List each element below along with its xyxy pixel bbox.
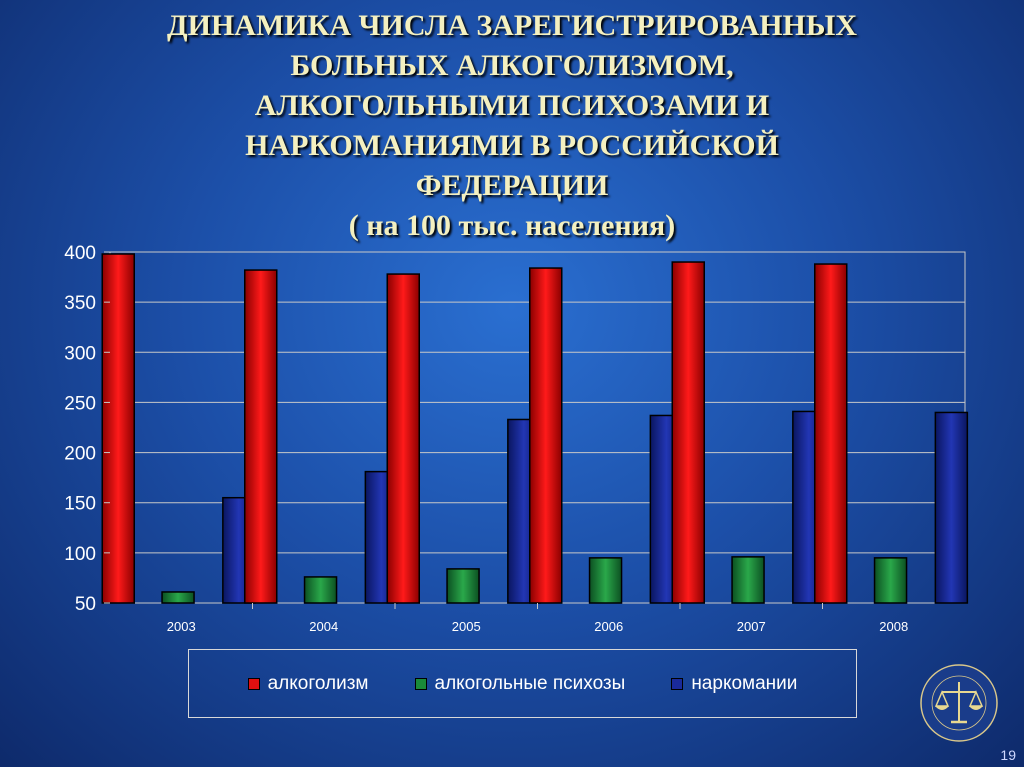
y-tick-label: 300: [64, 343, 96, 364]
x-tick-label: 2006: [594, 619, 623, 634]
x-tick-label: 2005: [452, 619, 481, 634]
legend-item-alcoholism: алкоголизм: [247, 672, 369, 695]
title-line-4: НАРКОМАНИЯМИ В РОССИЙСКОЙ: [245, 129, 779, 162]
y-tick-label: 250: [64, 393, 96, 414]
x-tick-label: 2003: [167, 619, 196, 634]
bar-psychoses-2008: [873, 557, 908, 604]
legend-swatch-drug-addiction: [671, 677, 684, 690]
legend-label-psychoses: алкогольные психозы: [434, 672, 626, 694]
title-line-3: АЛКОГОЛЬНЫМИ ПСИХОЗАМИ И: [254, 89, 770, 122]
bars: [101, 253, 969, 604]
legend-label-alcoholism: алкоголизм: [267, 672, 369, 694]
bar-alcoholism-2006: [529, 267, 563, 604]
x-tick-label: 2004: [309, 619, 338, 634]
bar-alcoholism-2003: [101, 253, 135, 604]
bar-alcoholism-2008: [814, 263, 848, 604]
title-line-2: БОЛЬНЫХ АЛКОГОЛИЗМОМ,: [290, 49, 734, 82]
y-tick-label: 150: [64, 494, 96, 515]
title-line-5: ФЕДЕРАЦИИ: [415, 169, 609, 202]
y-tick-label: 200: [64, 444, 96, 465]
bar-psychoses-2006: [588, 557, 623, 604]
legend-label-drug-addiction: наркомании: [691, 672, 798, 694]
y-tick-label: 400: [64, 243, 96, 264]
y-tick-label: 50: [75, 594, 96, 615]
bar-drug-addiction-2008: [934, 411, 969, 604]
legend-item-psychoses: алкогольные психозы: [414, 672, 626, 695]
y-tick-label: 100: [64, 544, 96, 565]
title-line-1: ДИНАМИКА ЧИСЛА ЗАРЕГИСТРИРОВАННЫХ: [167, 9, 857, 42]
bar-alcoholism-2007: [671, 261, 705, 604]
x-tick-label: 2007: [737, 619, 766, 634]
bar-psychoses-2003: [161, 591, 195, 604]
legend-swatch-psychoses: [414, 677, 427, 690]
bar-alcoholism-2004: [244, 269, 278, 604]
bar-psychoses-2007: [731, 556, 765, 604]
y-tick-label: 350: [64, 293, 96, 314]
legend: алкоголизм алкогольные психозы наркомани…: [188, 649, 857, 718]
title-line-6: ( на 100 тыс. населения): [348, 209, 676, 242]
bar-psychoses-2004: [303, 576, 338, 604]
chart-title: ДИНАМИКА ЧИСЛА ЗАРЕГИСТРИРОВАННЫХ БОЛЬНЫ…: [80, 6, 944, 246]
bar-psychoses-2005: [446, 568, 480, 604]
x-tick-label: 2008: [879, 619, 908, 634]
page-number: 19: [1000, 747, 1016, 763]
bar-alcoholism-2005: [386, 273, 420, 604]
axes: 50 100 150 200 250 300 350 400 2003 2004 2005 2006 2…: [64, 243, 908, 634]
legend-swatch-alcoholism: [247, 677, 260, 690]
legend-item-drug-addiction: наркомании: [671, 673, 797, 695]
scales-emblem-icon: [920, 664, 998, 742]
